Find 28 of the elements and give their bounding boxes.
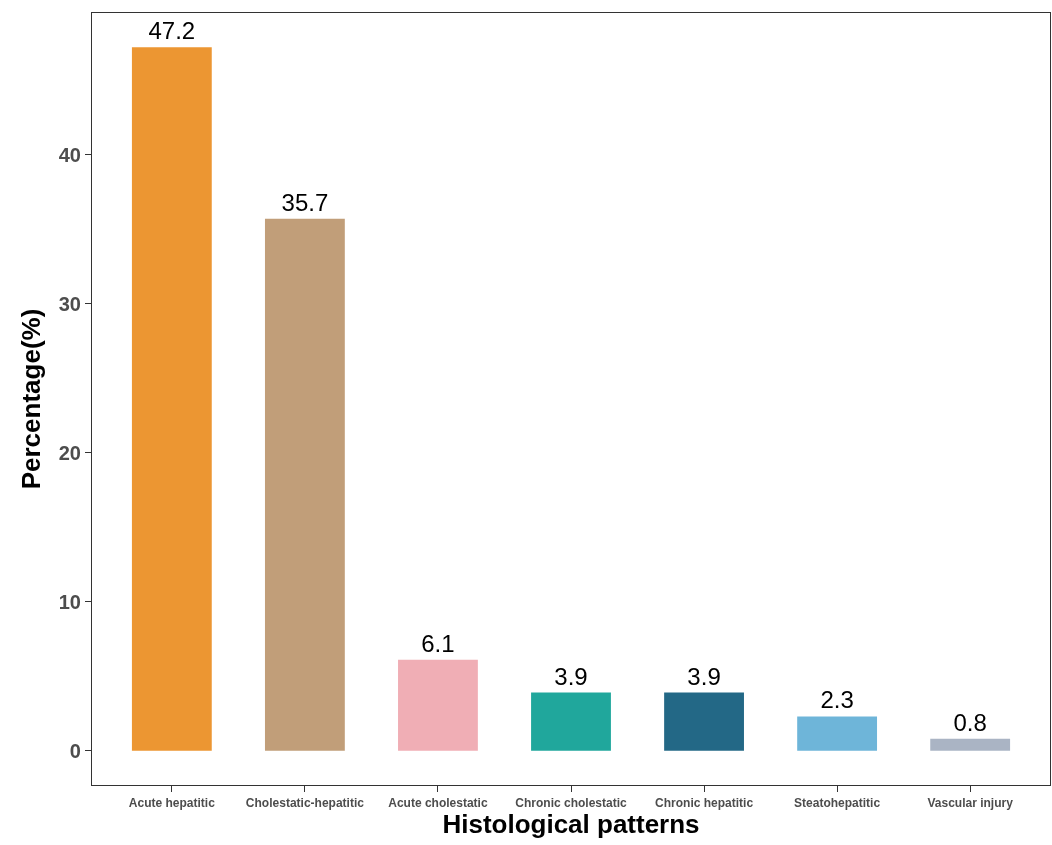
bar [664, 692, 744, 751]
y-tick-label: 10 [58, 590, 81, 613]
y-axis-title: Percentage(%) [16, 308, 47, 490]
x-tick-label: Chronic hepatitic [655, 795, 754, 810]
x-tick-label: Vascular injury [927, 795, 1014, 810]
bar [398, 659, 478, 751]
x-tick-label: Cholestatic-hepatitic [245, 795, 365, 810]
x-axis-title: Histological patterns [442, 809, 700, 840]
data-label: 0.8 [953, 708, 987, 736]
data-label: 47.2 [148, 17, 196, 45]
x-tick-label: Chronic cholestatic [515, 795, 627, 810]
x-tick-label: Steatohepatitic [794, 795, 881, 810]
bar [930, 738, 1011, 751]
data-label: 3.9 [554, 662, 588, 690]
bar [531, 692, 611, 751]
x-tick-label: Acute hepatitic [128, 795, 216, 810]
bar [797, 716, 878, 751]
y-tick-label: 0 [69, 739, 81, 762]
y-tick-label: 30 [58, 292, 81, 315]
data-label: 6.1 [421, 629, 455, 657]
bar [131, 47, 212, 751]
x-tick-label: Acute cholestatic [388, 795, 488, 810]
data-label: 35.7 [281, 188, 329, 216]
bar [264, 218, 345, 751]
y-tick-label: 40 [58, 143, 81, 166]
data-label: 2.3 [820, 686, 854, 714]
y-tick-label: 20 [58, 441, 81, 464]
data-label: 3.9 [687, 662, 721, 690]
